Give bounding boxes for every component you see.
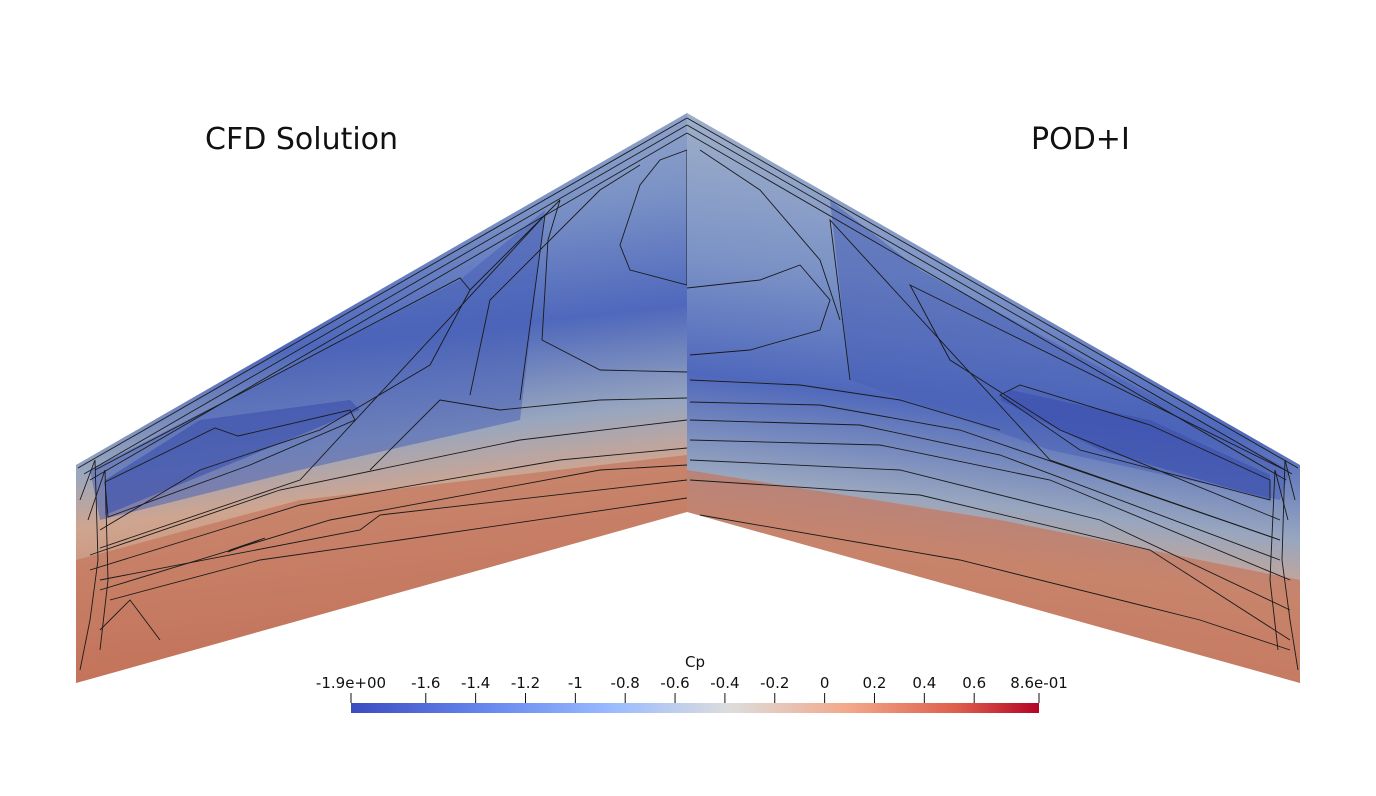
colorbar-tick-label: -0.6 <box>660 674 690 692</box>
left-wing-cfd <box>76 113 688 683</box>
colorbar <box>350 693 1040 713</box>
colorbar-tick-label: -1 <box>567 674 583 692</box>
right-contours <box>686 117 1299 671</box>
colorbar-tick-label: -0.8 <box>610 674 640 692</box>
left-contours <box>77 117 688 671</box>
right-core-region <box>1000 390 1270 500</box>
colorbar-tick-label: 0 <box>819 674 830 692</box>
left-trailing-region <box>76 455 687 683</box>
colorbar-tick-label: -1.4 <box>460 674 491 692</box>
right-suction-region <box>830 200 1290 500</box>
left-core-region <box>105 400 360 515</box>
colorbar-title: Cp <box>685 653 705 671</box>
panel-title-pod-i: POD+I <box>1031 122 1130 157</box>
panel-title-cfd-solution: CFD Solution <box>205 122 399 157</box>
colorbar-tick-label: 0.2 <box>862 674 887 692</box>
colorbar-ticks <box>350 693 1040 703</box>
colorbar-tick-label: -0.2 <box>760 674 790 692</box>
colorbar-tick-label: -1.9e+00 <box>315 674 387 692</box>
colorbar-tick-label: -1.2 <box>510 674 541 692</box>
colorbar-tick-label: 0.4 <box>912 674 937 692</box>
colorbar-tick-label: 0.6 <box>962 674 987 692</box>
right-wing-podi <box>686 113 1300 683</box>
colorbar-gradient <box>351 703 1039 713</box>
colorbar-tick-label: -0.4 <box>710 674 740 692</box>
colorbar-tick-label: 8.6e-01 <box>1010 674 1068 692</box>
right-trailing-region <box>687 470 1300 683</box>
colorbar-tick-label: -1.6 <box>411 674 441 692</box>
